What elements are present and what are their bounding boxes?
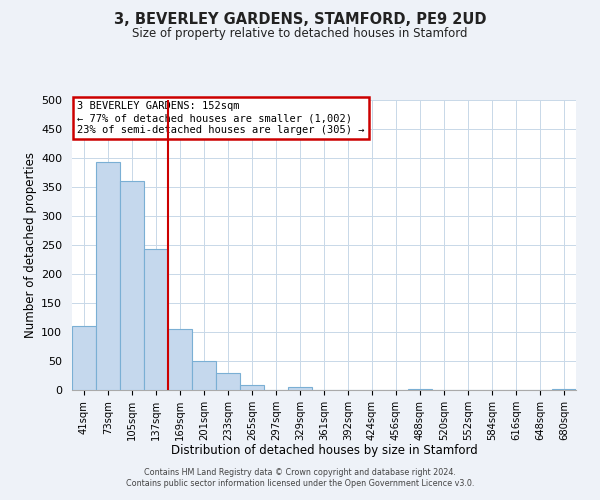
Text: 3 BEVERLEY GARDENS: 152sqm
← 77% of detached houses are smaller (1,002)
23% of s: 3 BEVERLEY GARDENS: 152sqm ← 77% of deta… [77,102,365,134]
Bar [96,162,120,390]
Bar [144,249,168,390]
Text: Contains HM Land Registry data © Crown copyright and database right 2024.
Contai: Contains HM Land Registry data © Crown c… [126,468,474,487]
Bar [552,389,576,390]
Text: 3, BEVERLEY GARDENS, STAMFORD, PE9 2UD: 3, BEVERLEY GARDENS, STAMFORD, PE9 2UD [114,12,486,28]
X-axis label: Distribution of detached houses by size in Stamford: Distribution of detached houses by size … [170,444,478,458]
Y-axis label: Number of detached properties: Number of detached properties [24,152,37,338]
Bar [240,386,264,390]
Bar [192,361,216,390]
Bar [120,181,144,390]
Bar [216,372,240,390]
Bar [72,326,96,390]
Text: Size of property relative to detached houses in Stamford: Size of property relative to detached ho… [132,28,468,40]
Bar [168,329,192,390]
Bar [288,387,312,390]
Bar [408,389,432,390]
